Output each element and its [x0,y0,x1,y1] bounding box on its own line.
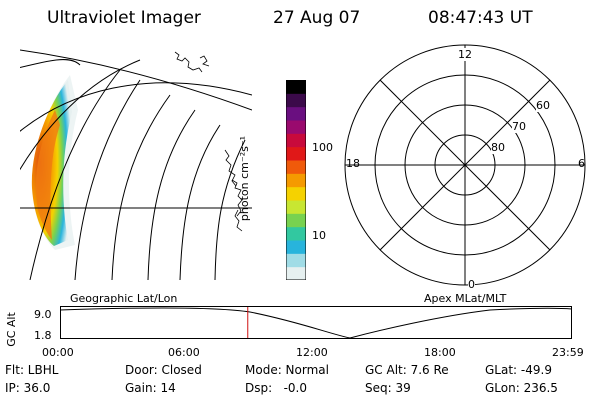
colorbar-unit-label: photon cm⁻²s⁻¹ [238,135,252,222]
colorbar-segment [286,160,306,174]
colorbar-tick-100: 100 [312,141,333,154]
colorbar-segment [286,173,306,188]
info-door: Door: Closed [125,363,202,377]
geographic-panel-label: Geographic Lat/Lon [70,292,178,305]
altitude-time-plot [59,300,573,360]
polar-label-6: 6 [578,157,585,170]
info-glat: GLat: -49.9 [485,363,552,377]
colorbar-segment [286,146,306,161]
colorbar-segment [286,253,306,268]
info-glon: GLon: 236.5 [485,381,558,395]
altitude-axis-label: GC Alt [4,312,18,347]
colorbar-segment [286,186,306,201]
colorbar-segment [286,213,306,228]
time-tick-0600: 06:00 [168,346,200,359]
colorbar-tick-10: 10 [312,229,326,242]
info-seq: Seq: 39 [365,381,411,395]
geographic-image-panel [20,40,252,280]
altitude-tick-high: 9.0 [34,308,52,321]
apex-panel-label: Apex MLat/MLT [424,292,507,305]
polar-ring-label-70: 70 [512,120,526,133]
info-gain: Gain: 14 [125,381,176,395]
polar-label-0: 0 [468,278,475,291]
colorbar-segment [286,120,306,134]
polar-label-18: 18 [346,157,360,170]
time-tick-1800: 18:00 [424,346,456,359]
polar-label-12: 12 [458,48,472,61]
altitude-tick-low: 1.8 [34,329,52,342]
colorbar-segment [286,200,306,214]
colorbar-segment [286,133,306,148]
info-flt: Flt: LBHL [5,363,59,377]
time-tick-1200: 12:00 [296,346,328,359]
polar-ring-label-80: 80 [491,141,505,154]
time-label: 08:47:43 UT [428,8,533,28]
polar-ring-label-60: 60 [536,99,550,112]
info-mode: Mode: Normal [245,363,329,377]
intensity-colorbar [285,79,307,281]
colorbar-segment [286,240,306,254]
colorbar-segment [286,226,306,241]
info-dsp: Dsp: -0.0 [245,381,308,395]
colorbar-segment [286,106,306,121]
app-title: Ultraviolet Imager [47,8,201,28]
colorbar-segment [286,266,306,281]
info-gc-alt: GC Alt: 7.6 Re [365,363,449,377]
magnetic-polar-plot [340,40,590,290]
time-tick-2359: 23:59 [552,346,584,359]
time-tick-0000: 00:00 [42,346,74,359]
info-ip: IP: 36.0 [5,381,51,395]
colorbar-segment [286,80,306,94]
date-label: 27 Aug 07 [273,8,361,28]
colorbar-segment [286,93,306,108]
